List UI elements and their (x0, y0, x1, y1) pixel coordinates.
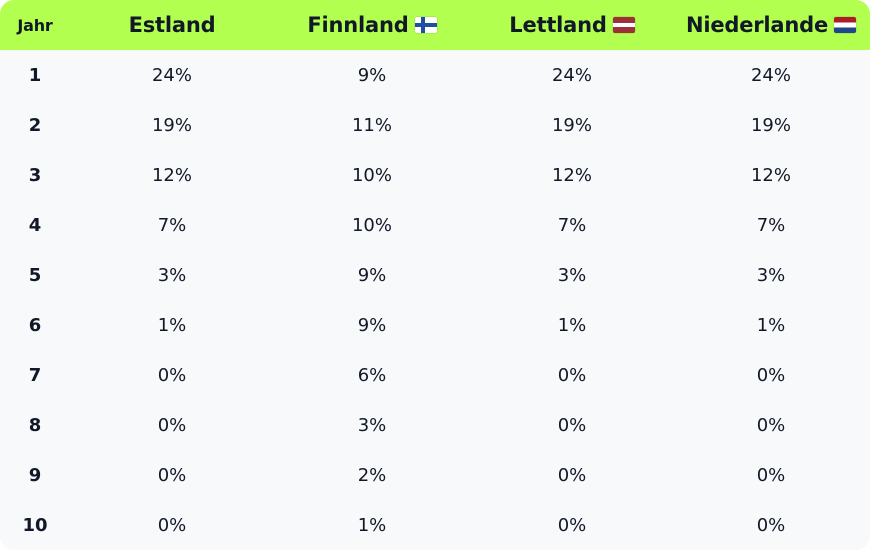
header-netherlands-label: Niederlande (685, 13, 829, 37)
cell-latvia: 0% (557, 414, 587, 436)
cell-latvia: 12% (551, 164, 592, 186)
header-netherlands: Niederlande (672, 0, 870, 50)
cell-netherlands: 0% (756, 414, 786, 436)
cell-netherlands: 0% (756, 514, 786, 536)
header-estonia: Estland (72, 0, 272, 50)
cell-year: 2 (28, 114, 42, 136)
cell-netherlands: 19% (750, 114, 791, 136)
header-latvia: Lettland (472, 0, 672, 50)
cell-netherlands: 1% (756, 314, 786, 336)
finland-flag-icon (414, 17, 437, 33)
cell-latvia: 7% (557, 214, 587, 236)
cell-finland: 2% (357, 464, 387, 486)
cell-latvia: 0% (557, 364, 587, 386)
cell-netherlands: 0% (756, 364, 786, 386)
cell-finland: 6% (357, 364, 387, 386)
cell-netherlands: 7% (756, 214, 786, 236)
cell-estonia: 0% (157, 464, 187, 486)
header-latvia-label: Lettland (509, 13, 607, 37)
cell-year: 4 (28, 214, 42, 236)
cell-estonia: 1% (157, 314, 187, 336)
cell-finland: 10% (351, 164, 392, 186)
cell-year: 8 (28, 414, 42, 436)
latvia-flag-icon (612, 17, 635, 33)
cell-finland: 3% (357, 414, 387, 436)
cell-estonia: 3% (157, 264, 187, 286)
header-year-label: Jahr (17, 15, 53, 35)
cell-finland: 10% (351, 214, 392, 236)
cell-netherlands: 3% (756, 264, 786, 286)
header-finland-label: Finnland (307, 13, 409, 37)
cell-estonia: 0% (157, 364, 187, 386)
cell-estonia: 19% (151, 114, 192, 136)
cell-estonia: 12% (151, 164, 192, 186)
header-finland: Finnland (272, 0, 472, 50)
cell-finland: 9% (357, 64, 387, 86)
netherlands-flag-icon (834, 17, 857, 33)
cell-year: 1 (28, 64, 42, 86)
cell-latvia: 19% (551, 114, 592, 136)
table-header-row: Jahr Estland Finnland Lettland Niederlan… (0, 0, 870, 50)
cell-estonia: 24% (151, 64, 192, 86)
cell-year: 3 (28, 164, 42, 186)
cell-finland: 9% (357, 264, 387, 286)
header-estonia-label: Estland (128, 13, 216, 37)
cell-netherlands: 24% (750, 64, 791, 86)
cell-finland: 1% (357, 514, 387, 536)
cell-latvia: 1% (557, 314, 587, 336)
cell-year: 7 (28, 364, 42, 386)
cell-year: 6 (28, 314, 42, 336)
cell-estonia: 0% (157, 514, 187, 536)
cell-year: 10 (22, 514, 48, 536)
cell-finland: 9% (357, 314, 387, 336)
cell-estonia: 0% (157, 414, 187, 436)
cell-year: 9 (28, 464, 42, 486)
cell-latvia: 24% (551, 64, 592, 86)
cell-latvia: 0% (557, 514, 587, 536)
cell-latvia: 0% (557, 464, 587, 486)
header-year: Jahr (0, 0, 70, 50)
cell-netherlands: 12% (750, 164, 791, 186)
cell-latvia: 3% (557, 264, 587, 286)
cell-finland: 11% (351, 114, 392, 136)
cell-estonia: 7% (157, 214, 187, 236)
cell-year: 5 (28, 264, 42, 286)
cell-netherlands: 0% (756, 464, 786, 486)
